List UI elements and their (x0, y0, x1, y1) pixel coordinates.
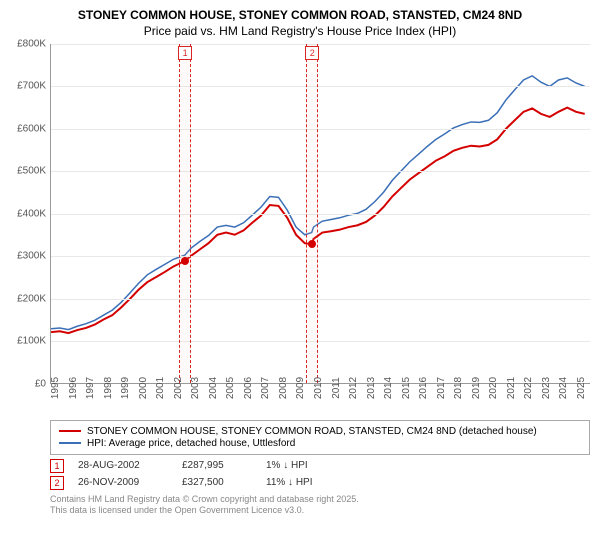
sale-hpi: 1% ↓ HPI (266, 460, 376, 471)
x-tick-label: 2009 (295, 376, 306, 398)
sales-table: 1 28-AUG-2002 £287,995 1% ↓ HPI 2 26-NOV-2009… (50, 459, 590, 490)
x-tick-label: 2008 (278, 376, 289, 398)
plot-area: 12 (50, 44, 590, 384)
y-tick-label: £0 (35, 378, 46, 389)
grid-line (51, 44, 590, 45)
x-tick-label: 2025 (576, 376, 587, 398)
x-tick-label: 1999 (120, 376, 131, 398)
grid-line (51, 129, 590, 130)
sale-dot (308, 240, 316, 248)
x-tick-label: 2022 (523, 376, 534, 398)
grid-line (51, 299, 590, 300)
legend-swatch (59, 430, 81, 432)
legend-row: STONEY COMMON HOUSE, STONEY COMMON ROAD,… (59, 426, 581, 437)
sale-price: £327,500 (182, 477, 252, 488)
y-tick-label: £300K (17, 251, 46, 262)
y-axis: £0£100K£200K£300K£400K£500K£600K£700K£80… (10, 44, 50, 384)
legend: STONEY COMMON HOUSE, STONEY COMMON ROAD,… (50, 420, 590, 455)
sale-marker-label: 1 (178, 46, 192, 60)
x-tick-label: 2021 (506, 376, 517, 398)
grid-line (51, 214, 590, 215)
x-tick-label: 2013 (366, 376, 377, 398)
y-tick-label: £800K (17, 38, 46, 49)
x-tick-label: 1995 (50, 376, 61, 398)
sale-row-marker: 2 (50, 476, 64, 490)
x-axis: 1995199619971998199920002001200220032004… (50, 384, 590, 414)
y-tick-label: £500K (17, 166, 46, 177)
x-tick-label: 2015 (401, 376, 412, 398)
x-tick-label: 2011 (331, 377, 342, 399)
x-tick-label: 2012 (348, 376, 359, 398)
legend-swatch (59, 442, 81, 444)
x-tick-label: 2002 (173, 376, 184, 398)
grid-line (51, 341, 590, 342)
x-tick-label: 2003 (190, 376, 201, 398)
x-tick-label: 2007 (260, 376, 271, 398)
x-tick-label: 2005 (225, 376, 236, 398)
y-tick-label: £100K (17, 336, 46, 347)
x-tick-label: 2014 (383, 376, 394, 398)
grid-line (51, 171, 590, 172)
sale-price: £287,995 (182, 460, 252, 471)
sale-hpi: 11% ↓ HPI (266, 477, 376, 488)
y-tick-label: £200K (17, 293, 46, 304)
x-tick-label: 2018 (453, 376, 464, 398)
x-tick-label: 2010 (313, 376, 324, 398)
chart-title-line1: STONEY COMMON HOUSE, STONEY COMMON ROAD,… (10, 8, 590, 24)
sale-row-marker: 1 (50, 459, 64, 473)
x-tick-label: 2019 (471, 376, 482, 398)
x-tick-label: 2006 (243, 376, 254, 398)
sale-row: 2 26-NOV-2009 £327,500 11% ↓ HPI (50, 476, 590, 490)
legend-label: HPI: Average price, detached house, Uttl… (87, 438, 295, 449)
x-tick-label: 2020 (488, 376, 499, 398)
footnote-line1: Contains HM Land Registry data © Crown c… (50, 494, 590, 506)
x-tick-label: 1997 (85, 376, 96, 398)
footnote: Contains HM Land Registry data © Crown c… (50, 494, 590, 517)
x-tick-label: 2017 (436, 376, 447, 398)
y-tick-label: £700K (17, 81, 46, 92)
grid-line (51, 86, 590, 87)
sale-marker-label: 2 (305, 46, 319, 60)
y-tick-label: £400K (17, 208, 46, 219)
footnote-line2: This data is licensed under the Open Gov… (50, 505, 590, 517)
sale-row: 1 28-AUG-2002 £287,995 1% ↓ HPI (50, 459, 590, 473)
sale-date: 28-AUG-2002 (78, 460, 168, 471)
legend-row: HPI: Average price, detached house, Uttl… (59, 438, 581, 449)
x-tick-label: 1998 (103, 376, 114, 398)
x-tick-label: 1996 (68, 376, 79, 398)
x-tick-label: 2001 (155, 376, 166, 398)
legend-label: STONEY COMMON HOUSE, STONEY COMMON ROAD,… (87, 426, 537, 437)
x-tick-label: 2004 (208, 376, 219, 398)
sale-date: 26-NOV-2009 (78, 477, 168, 488)
x-tick-label: 2023 (541, 376, 552, 398)
sale-marker-band: 2 (306, 44, 318, 383)
x-tick-label: 2024 (558, 376, 569, 398)
x-tick-label: 2016 (418, 376, 429, 398)
chart-area: £0£100K£200K£300K£400K£500K£600K£700K£80… (10, 44, 590, 414)
grid-line (51, 256, 590, 257)
sale-dot (181, 257, 189, 265)
x-tick-label: 2000 (138, 376, 149, 398)
y-tick-label: £600K (17, 123, 46, 134)
chart-container: STONEY COMMON HOUSE, STONEY COMMON ROAD,… (0, 0, 600, 560)
chart-title-line2: Price paid vs. HM Land Registry's House … (10, 24, 590, 38)
sale-marker-band: 1 (179, 44, 191, 383)
